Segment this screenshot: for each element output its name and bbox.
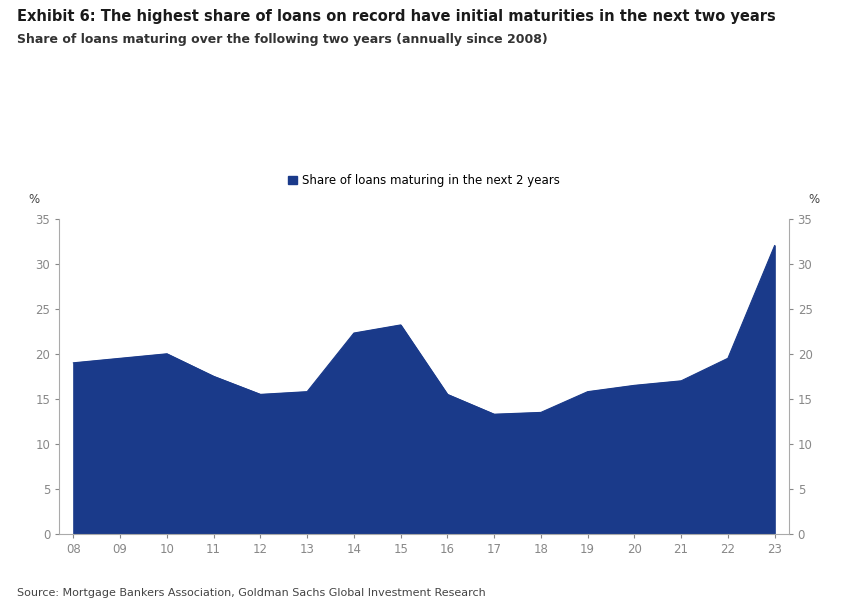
Text: Source: Mortgage Bankers Association, Goldman Sachs Global Investment Research: Source: Mortgage Bankers Association, Go… — [17, 588, 486, 598]
Text: Exhibit 6: The highest share of loans on record have initial maturities in the n: Exhibit 6: The highest share of loans on… — [17, 9, 776, 24]
Text: %: % — [809, 193, 820, 206]
Legend: Share of loans maturing in the next 2 years: Share of loans maturing in the next 2 ye… — [288, 174, 560, 187]
Text: %: % — [28, 193, 39, 206]
Text: Share of loans maturing over the following two years (annually since 2008): Share of loans maturing over the followi… — [17, 33, 548, 46]
